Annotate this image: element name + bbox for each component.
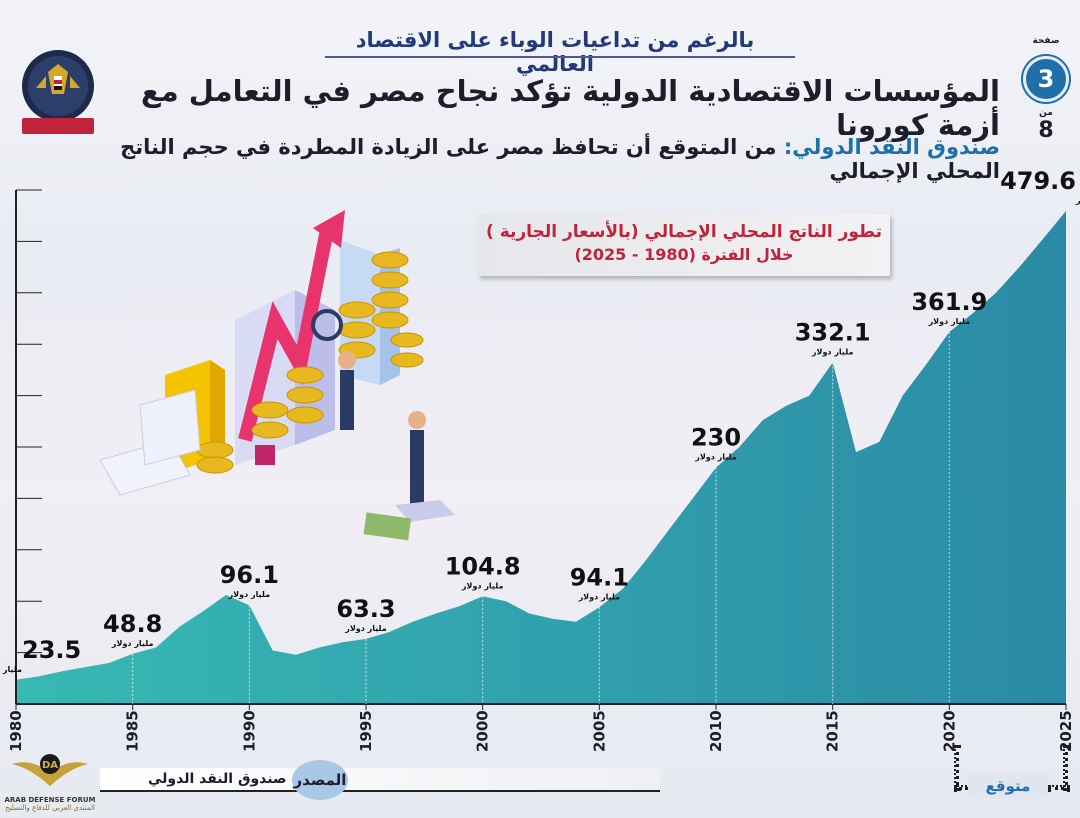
- brand-sub: المنتدى العربي للدفاع والتسليح: [5, 804, 95, 812]
- data-unit-label: مليار دولار: [461, 581, 504, 590]
- forecast-label: متوقع: [968, 773, 1048, 799]
- data-unit-label: مليار دولار: [111, 639, 154, 648]
- chart-title-box: تطور الناتج المحلي الإجمالي (بالأسعار ال…: [478, 214, 890, 276]
- x-tick-label: 2000: [474, 710, 492, 752]
- forecast-bracket-right: [1063, 745, 1068, 791]
- page-total: 8: [1038, 118, 1054, 143]
- brand-watermark: DA ARAB DEFENSE FORUM المنتدى العربي للد…: [4, 748, 96, 816]
- data-label: 104.8: [445, 552, 521, 580]
- brand-initials: DA: [42, 760, 58, 771]
- page-indicator: صفحة 3 من 8: [1022, 36, 1070, 143]
- data-label: 23.5: [22, 636, 81, 664]
- data-label: 361.9: [911, 288, 987, 316]
- arab-defense-forum-logo: DA: [12, 754, 88, 786]
- page-of: من: [1039, 108, 1053, 118]
- page-number: 3: [1023, 56, 1069, 102]
- x-tick-label: 1990: [240, 710, 258, 752]
- x-tick-label: 2020: [940, 710, 958, 752]
- data-label: 94.1: [570, 563, 629, 591]
- chart-title: تطور الناتج المحلي الإجمالي (بالأسعار ال…: [486, 222, 882, 242]
- brand-name: ARAB DEFENSE FORUM: [4, 796, 96, 804]
- forecast-bracket-bottom-right: [1048, 785, 1070, 790]
- x-tick-label: 2015: [824, 710, 842, 752]
- headline-label: صندوق النقد الدولي:: [783, 135, 1000, 159]
- x-tick-label: 2010: [707, 710, 725, 752]
- source-bar: [100, 768, 660, 792]
- data-unit-label: مليار دولار: [0, 665, 22, 674]
- x-tick-label: 1985: [124, 710, 142, 752]
- data-label: 96.1: [220, 561, 279, 589]
- headline: صندوق النقد الدولي: من المتوقع أن تحافظ …: [90, 135, 1000, 183]
- data-label: 332.1: [795, 319, 871, 347]
- x-tick-label: 1995: [357, 710, 375, 752]
- page-word: صفحة: [1032, 36, 1060, 46]
- data-unit-label: مليار دولار: [344, 624, 387, 633]
- headline-text: من المتوقع أن تحافظ مصر على الزيادة المط…: [120, 135, 1000, 183]
- x-tick-label: 1980: [7, 710, 25, 752]
- source-text: صندوق النقد الدولي: [148, 771, 287, 787]
- data-label: 63.3: [336, 595, 395, 623]
- data-unit-label: مليار دولار: [578, 592, 621, 601]
- data-unit-label: مليار دولار: [1075, 196, 1080, 205]
- gdp-area-series: [16, 211, 1066, 704]
- data-label: 48.8: [103, 610, 162, 638]
- source-badge: المصدر: [292, 760, 348, 800]
- chart-subtitle: خلال الفترة (1980 - 2025): [574, 245, 794, 264]
- x-tick-label: 2005: [590, 710, 608, 752]
- media-center-logo: [22, 50, 94, 134]
- data-label: 230: [691, 424, 741, 452]
- x-tick-label: 2025: [1057, 710, 1075, 752]
- header-subtitle: بالرغم من تداعيات الوباء على الاقتصاد ال…: [355, 28, 755, 76]
- data-label: 479.6: [1000, 167, 1076, 195]
- data-unit-label: مليار دولار: [811, 348, 854, 357]
- subtitle-underline: [325, 56, 795, 58]
- finance-illustration: [99, 210, 455, 541]
- data-unit-label: مليار دولار: [694, 453, 737, 462]
- data-unit-label: مليار دولار: [928, 317, 971, 326]
- data-unit-label: مليار دولار: [228, 590, 271, 599]
- page-title: المؤسسات الاقتصادية الدولية تؤكد نجاح مص…: [140, 74, 1000, 142]
